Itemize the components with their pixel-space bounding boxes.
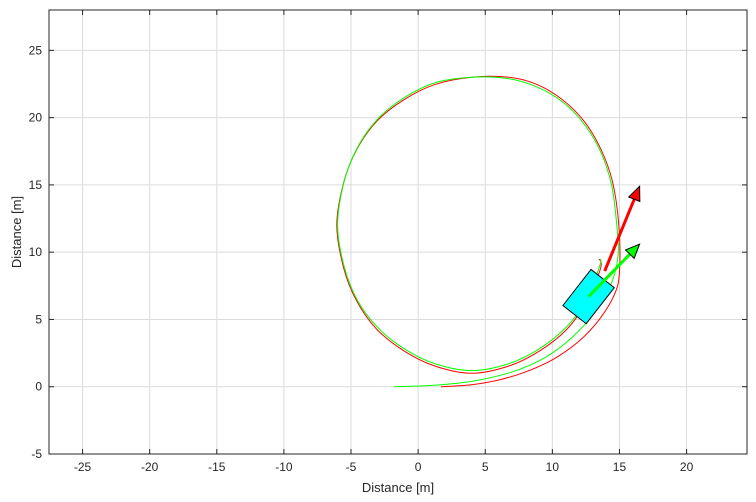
x-tick-label: 10	[546, 460, 560, 474]
y-tick-label: 20	[29, 111, 43, 125]
x-tick-label: -5	[346, 460, 357, 474]
arrow-red-head	[627, 185, 641, 203]
x-tick-label: -10	[275, 460, 293, 474]
arrow-green-shaft	[587, 253, 631, 298]
arrow-green-head	[624, 243, 641, 260]
y-axis-label: Distance [m]	[9, 196, 24, 268]
y-tick-label: -5	[31, 447, 42, 461]
plot-frame	[48, 9, 748, 455]
tick-labels: -25 -20 -15 -10 -5 0 5 10 15 20 -5 0 5 10 15 20 25	[29, 10, 747, 474]
y-tick-label: 25	[29, 43, 43, 57]
x-tick-label: 15	[613, 460, 627, 474]
x-tick-label: -15	[208, 460, 226, 474]
y-tick-label: 0	[35, 380, 42, 394]
data-layer	[336, 75, 641, 388]
y-tick-label: 10	[29, 245, 43, 259]
series-line-red	[336, 75, 621, 388]
x-tick-label: 5	[482, 460, 489, 474]
arrow-red-shaft	[603, 198, 636, 272]
x-tick-label: -20	[141, 460, 159, 474]
x-tick-label: 0	[415, 460, 422, 474]
x-tick-label: -25	[74, 460, 92, 474]
x-tick-label: 20	[680, 460, 694, 474]
y-tick-label: 15	[29, 178, 43, 192]
x-axis-label: Distance [m]	[362, 480, 434, 495]
y-tick-label: 5	[35, 312, 42, 326]
plot-background	[49, 10, 747, 454]
